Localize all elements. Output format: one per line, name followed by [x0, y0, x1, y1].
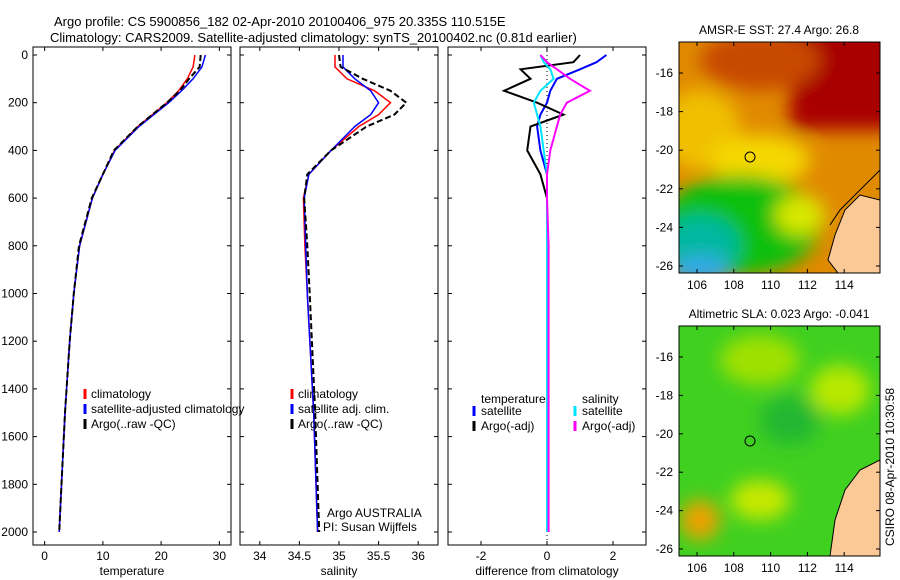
legend-label: satellite: [481, 404, 522, 418]
lat-tick-label: -18: [656, 105, 674, 119]
legend-label: climatology: [298, 387, 358, 401]
lat-tick-label: -16: [656, 350, 674, 364]
sla-map: [679, 326, 880, 556]
x-tick-label: 20: [154, 549, 168, 563]
lon-tick-label: 110: [761, 278, 780, 292]
lat-tick-label: -26: [656, 259, 674, 273]
depth-tick-label: 1000: [1, 287, 28, 301]
lon-tick-label: 112: [798, 561, 817, 575]
depth-tick-label: 1800: [1, 477, 28, 491]
x-tick-label: 36: [412, 549, 426, 563]
map-title: Altimetric SLA: 0.023 Argo: -0.041: [689, 307, 870, 321]
series-line-satellite-adj-clim-: [303, 55, 380, 533]
annotation-text: Argo AUSTRALIA: [327, 506, 422, 520]
sst-map: [679, 42, 880, 273]
x-axis-label: salinity: [321, 564, 358, 578]
lat-tick-label: -16: [656, 66, 674, 80]
legend-label: Argo(-adj): [582, 419, 635, 433]
depth-tick-label: 400: [8, 143, 28, 157]
lat-tick-label: -22: [656, 465, 674, 479]
x-tick-label: 10: [96, 549, 110, 563]
depth-tick-label: 1200: [1, 334, 28, 348]
lat-tick-label: -18: [656, 388, 674, 402]
lon-tick-label: 108: [724, 278, 744, 292]
map-title: AMSR-E SST: 27.4 Argo: 26.8: [699, 23, 859, 37]
x-tick-label: 0: [41, 549, 48, 563]
depth-tick-label: 1600: [1, 430, 28, 444]
panel-frame: [32, 46, 232, 546]
legend-label: climatology: [91, 387, 151, 401]
series-line-temperature-argo-adj-: [501, 54, 581, 532]
title-line-2: Climatology: CARS2009. Satellite-adjuste…: [50, 30, 577, 45]
lon-tick-label: 106: [687, 561, 707, 575]
depth-tick-label: 1400: [1, 382, 28, 396]
title-line-1: Argo profile: CS 5900856_182 02-Apr-2010…: [54, 14, 506, 29]
x-tick-label: 30: [213, 549, 227, 563]
series-line-salinity-satellite: [532, 54, 555, 532]
x-tick-label: 2: [610, 549, 617, 563]
lon-tick-label: 108: [724, 561, 744, 575]
legend-label: Argo(-adj): [481, 419, 534, 433]
lon-tick-label: 114: [835, 561, 854, 575]
annotation-text: PI: Susan Wijffels: [323, 520, 417, 534]
lon-tick-label: 114: [835, 278, 854, 292]
x-tick-label: 34.5: [288, 549, 312, 563]
legend-header: salinity: [582, 392, 619, 406]
series-line-salinity-argo-adj-: [539, 54, 592, 532]
legend-label: Argo(..raw -QC): [298, 417, 383, 431]
panel-frame: [239, 46, 439, 546]
x-tick-label: 35.5: [367, 549, 391, 563]
sst-map-frame: [678, 41, 881, 274]
lat-tick-label: -24: [656, 220, 674, 234]
depth-tick-label: 200: [8, 96, 28, 110]
lon-tick-label: 110: [761, 561, 780, 575]
lat-tick-label: -22: [656, 182, 674, 196]
legend-header: temperature: [481, 392, 546, 406]
series-line-climatology: [58, 54, 196, 533]
depth-tick-label: 600: [8, 191, 28, 205]
legend-label: satellite-adjusted climatology: [91, 402, 244, 416]
lon-tick-label: 112: [798, 278, 817, 292]
depth-tick-label: 800: [8, 239, 28, 253]
sla-map-frame: [678, 325, 881, 557]
lat-tick-label: -20: [656, 427, 674, 441]
x-axis-label: difference from climatology: [475, 564, 618, 578]
depth-tick-label: 0: [21, 48, 28, 62]
x-tick-label: -2: [476, 549, 487, 563]
lat-tick-label: -24: [656, 504, 674, 518]
depth-tick-label: 2000: [1, 525, 28, 539]
legend-label: Argo(..raw -QC): [91, 417, 176, 431]
lat-tick-label: -20: [656, 143, 674, 157]
x-tick-label: 0: [544, 549, 551, 563]
legend-label: satellite: [582, 404, 623, 418]
series-line-satellite-adjusted-climatology: [58, 54, 207, 533]
lon-tick-label: 106: [687, 278, 707, 292]
side-label: CSIRO 08-Apr-2010 10:30:58: [883, 388, 897, 546]
x-axis-label: temperature: [100, 564, 165, 578]
lat-tick-label: -26: [656, 542, 674, 556]
x-tick-label: 35: [332, 549, 346, 563]
series-line-argo-raw-qc-: [58, 54, 202, 533]
legend-label: satellite adj. clim.: [298, 402, 389, 416]
x-tick-label: 34: [253, 549, 267, 563]
series-line-argo-raw-qc-: [303, 54, 408, 533]
